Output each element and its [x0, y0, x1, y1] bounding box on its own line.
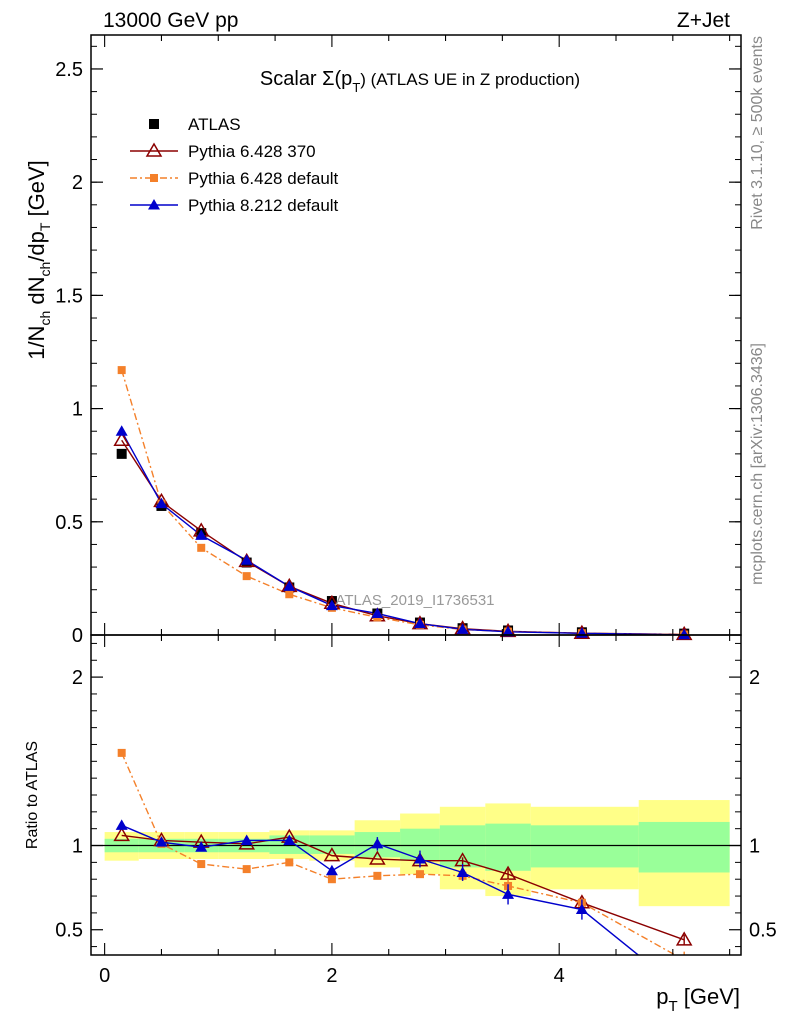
- main-point-s2-0: [117, 366, 126, 375]
- legend-marker-1: [145, 142, 163, 157]
- ratio-point-s2-8: [456, 866, 469, 877]
- xtick-label: 0: [99, 965, 110, 987]
- main-ytick-label: 1: [72, 399, 83, 421]
- ratio-ytick-label-right: 2: [749, 667, 760, 689]
- main-ytick-label: 0: [72, 625, 83, 647]
- main-point-s0-0: [116, 448, 127, 459]
- main-panel: ATLAS_2019_I1736531 0 0.5 1 1.5 2 2.5 Scalar …: [24, 34, 742, 647]
- main-point-s2-3: [242, 572, 251, 581]
- series-3-group: [121, 430, 685, 636]
- ratio-plot-marks: [91, 748, 741, 964]
- main-point-s3-7: [413, 617, 426, 629]
- ratio-point-s1-2: [197, 860, 206, 869]
- main-point-s3-3: [240, 554, 253, 565]
- ratio-line-1: [121, 752, 677, 955]
- xlabel: pT [GeV]: [656, 984, 740, 1015]
- ratio-ytick-label-right: 0.5: [749, 920, 777, 942]
- legend-label-0: ATLAS: [188, 115, 241, 134]
- process-label: Z+Jet: [677, 9, 730, 32]
- ratio-line-2: [121, 824, 640, 955]
- main-point-s3-8: [456, 623, 469, 634]
- legend-label-3: Pythia 8.212 default: [188, 196, 339, 215]
- ratio-point-s2-1: [155, 836, 168, 847]
- ratio-point-s2-3: [240, 834, 253, 845]
- rivet-label: Rivet 3.1.10, ≥ 500k events: [749, 36, 766, 230]
- main-point-s3-9: [502, 625, 515, 637]
- main-point-s3-1: [155, 497, 168, 509]
- ratio-point-s2-7: [413, 853, 426, 864]
- ratio-point-s1-7: [415, 870, 424, 879]
- ratio-point-s0-5: [323, 847, 341, 862]
- ratio-point-s2-0: [115, 819, 128, 830]
- watermark: ATLAS_2019_I1736531: [335, 592, 494, 609]
- main-ytick-label: 1.5: [55, 285, 83, 307]
- main-point-s1-0: [113, 431, 130, 447]
- ratio-point-s0-9: [499, 865, 517, 880]
- ratio-point-s2-5: [325, 864, 338, 876]
- main-plot-marks: [113, 366, 693, 641]
- ratio-point-s1-0: [117, 748, 126, 757]
- legend-marker-2: [150, 174, 158, 182]
- main-point-s3-5: [325, 599, 338, 611]
- legend-marker-0: [149, 119, 159, 129]
- ratio-point-s1-3: [242, 865, 251, 874]
- plot-title: Scalar Σ(pT) (ATLAS UE in Z production): [260, 68, 580, 95]
- ratio-point-s2-6: [371, 837, 384, 849]
- legend: ATLAS Pythia 6.428 370 Pythia 6.428 defaul…: [130, 115, 339, 215]
- legend-label-1: Pythia 6.428 370: [188, 142, 316, 161]
- ratio-ytick-label: 2: [72, 667, 83, 689]
- band-inner-9: [485, 823, 531, 871]
- band-inner-11: [638, 821, 730, 873]
- main-point-s3-4: [283, 580, 296, 591]
- series-line-3: [121, 430, 685, 636]
- legend-label-2: Pythia 6.428 default: [188, 169, 339, 188]
- band-inner-5: [309, 835, 355, 854]
- main-ytick-label: 2.5: [55, 59, 83, 81]
- main-ylabel: 1/Nch dNch/dpT [GeV]: [24, 160, 53, 360]
- ratio-point-s2-2: [195, 841, 208, 852]
- ratio-point-s1-11: [680, 956, 688, 964]
- band-inner-10: [530, 825, 639, 868]
- main-point-s3-11: [678, 628, 691, 640]
- ratio-ylabel: Ratio to ATLAS: [24, 741, 41, 849]
- ratio-point-s0-0: [113, 826, 130, 842]
- mcplots-label: mcplots.cern.ch [arXiv:1306.3436]: [749, 343, 766, 585]
- main-axes: 0 0.5 1 1.5 2 2.5: [55, 35, 741, 647]
- ratio-ytick-label: 1: [72, 836, 83, 858]
- ratio-series-group: [113, 748, 693, 964]
- ratio-point-s1-4: [285, 858, 294, 867]
- series-2-group: [121, 369, 685, 636]
- ratio-point-s2-9: [502, 888, 515, 899]
- title-prefix: Scalar Σ(p: [260, 68, 352, 90]
- main-point-s3-2: [195, 529, 208, 540]
- ratio-point-s2-4: [283, 834, 296, 845]
- main-ytick-label: 0.5: [55, 512, 83, 534]
- legend-marker-3: [148, 199, 160, 210]
- main-point-s3-6: [371, 607, 384, 618]
- main-point-s2-2: [197, 543, 206, 552]
- xtick-label: 2: [326, 965, 337, 987]
- ratio-panel: 0.5 0.5 1 1 2 2 0 2 4 Ratio to ATLAS pT [GeV]: [24, 634, 777, 1015]
- main-point-s3-0: [115, 425, 128, 436]
- ratio-point-s1-6: [373, 871, 382, 880]
- ratio-frame: [90, 634, 742, 956]
- ratio-point-s1-5: [327, 875, 336, 884]
- ratio-point-s0-11: [675, 931, 693, 946]
- main-point-s2-4: [285, 590, 294, 599]
- main-ytick-label: 2: [72, 172, 83, 194]
- energy-label: 13000 GeV pp: [103, 9, 238, 32]
- title-sub: T: [352, 80, 360, 95]
- title-suffix: ) (ATLAS UE in Z production): [360, 70, 580, 89]
- series-line-2: [121, 369, 685, 636]
- svg-text:1/Nch dNch/dpT [GeV]: 1/Nch dNch/dpT [GeV]: [24, 160, 53, 360]
- ratio-ytick-label-right: 1: [749, 836, 760, 858]
- xtick-label: 4: [554, 965, 565, 987]
- ratio-axes: 0.5 0.5 1 1 2 2 0 2 4: [55, 635, 777, 987]
- ratio-point-s0-6: [369, 850, 386, 865]
- ratio-ytick-label: 0.5: [55, 920, 83, 942]
- ratio-point-s2-10: [575, 903, 588, 915]
